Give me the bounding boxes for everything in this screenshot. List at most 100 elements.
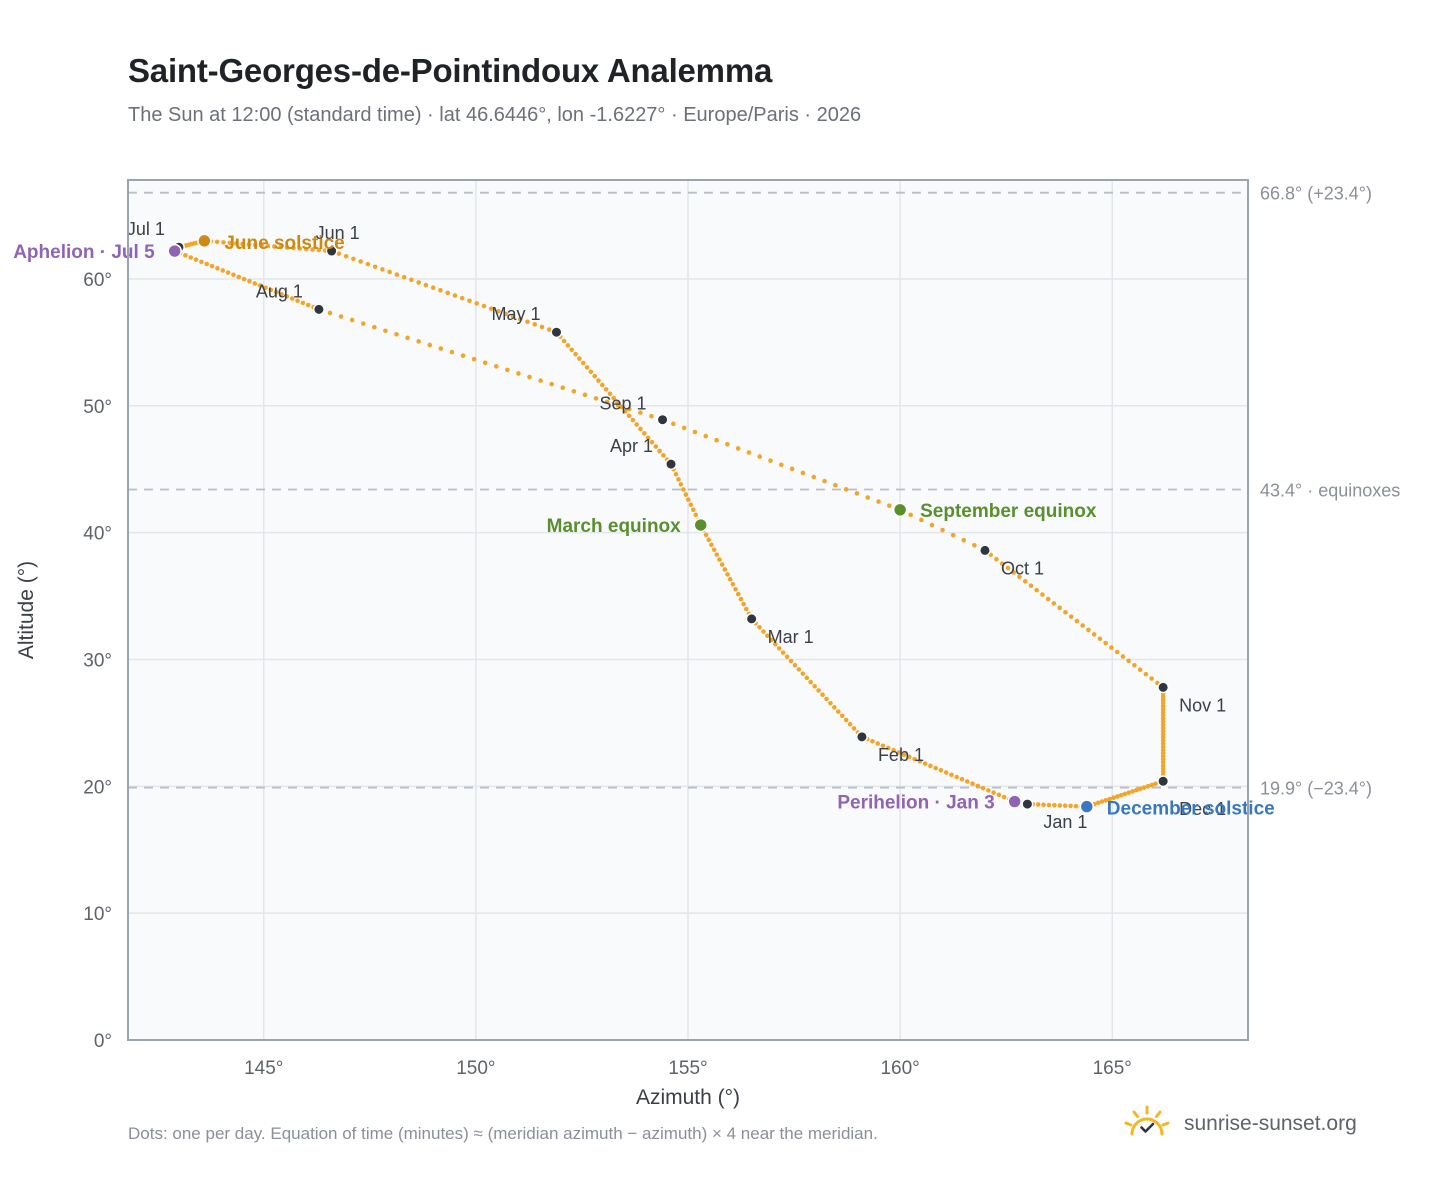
daily-sun-dot [776,646,782,651]
daily-sun-dot [1074,618,1080,624]
daily-sun-dot [517,316,523,322]
daily-sun-dot [854,491,860,496]
daily-sun-dot [246,242,252,247]
event-marker [892,502,908,518]
daily-sun-dot [891,747,896,753]
axis-ticks: 145° 150° 155° 160° 165° 0° 10° 20° 30° 40° 50° 60° [83,270,1132,1079]
daily-sun-dot [1001,794,1007,800]
month-marker [1157,681,1170,694]
daily-sun-dot [986,788,991,793]
month-label: Jan 1 [1043,812,1087,832]
daily-sun-dot [1118,792,1124,798]
daily-sun-dot [1052,802,1057,808]
month-label: Feb 1 [878,745,924,765]
daily-sun-dot [912,756,917,762]
daily-sun-dot [380,267,385,272]
daily-sun-dot [996,792,1002,798]
daily-sun-dot [405,335,410,341]
daily-sun-dot [757,625,762,630]
daily-sun-dot [772,641,778,647]
daily-sun-dot [678,482,684,487]
daily-sun-dot [681,425,687,431]
daily-sun-dot [961,537,967,543]
daily-sun-dot [812,683,817,689]
daily-sun-dot [719,562,725,567]
daily-sun-dot [561,338,567,344]
y-tick-label: 30° [83,650,112,671]
event-label: September equinox [920,501,1097,522]
month-marker [550,326,563,339]
daily-sun-dot [964,779,970,784]
daily-sun-dot [423,282,429,288]
daily-sun-dot [991,790,996,795]
month-marker [856,730,868,743]
daily-sun-dot [183,253,188,258]
daily-sun-dot [661,453,666,458]
daily-sun-dot [688,502,694,508]
daily-sun-dot [746,450,752,455]
daily-sun-dot [1046,802,1052,808]
daily-sun-dot [603,387,609,392]
daily-sun-dot [933,765,938,771]
daily-sun-dot [1099,799,1105,804]
daily-sun-dot [994,556,999,562]
daily-sun-dot [780,650,786,655]
month-marker [665,458,677,471]
daily-sun-dot [1022,579,1028,584]
daily-sun-dot [527,374,532,380]
daily-sun-dot [215,266,220,271]
daily-sun-dot [1086,627,1091,633]
daily-sun-dot [1126,658,1131,664]
daily-sun-dot [673,471,679,477]
daily-sun-dot [800,671,806,676]
event-marker [693,517,709,533]
daily-sun-dot [800,470,806,476]
daily-sun-dot [284,245,290,250]
daily-sun-dot [959,776,965,782]
chart-subtitle: The Sun at 12:00 (standard time) · lat 4… [128,104,862,126]
daily-sun-dot [949,772,954,778]
daily-sun-dot [908,512,914,518]
daily-sun-dot [214,239,220,245]
daily-sun-dot [278,244,284,250]
daily-sun-dot [257,283,263,288]
daily-sun-dot [725,441,730,447]
daily-sun-dot [907,754,912,760]
daily-sun-dot [372,324,377,330]
daily-sun-dot [683,492,689,497]
daily-sun-dot [1103,797,1109,803]
daily-sun-dot [549,381,554,387]
daily-sun-dot [789,466,795,472]
daily-sun-dot [851,726,857,731]
daily-sun-dot [584,365,590,370]
daily-sun-dot [725,572,730,577]
daily-sun-dot [272,244,277,249]
daily-sun-dot [571,388,577,394]
daily-sun-dot [467,298,472,304]
daily-sun-dot [808,679,814,685]
daily-sun-dot [1107,796,1112,802]
event-label: Perihelion · Jan 3 [837,793,994,814]
daily-sun-dot [596,378,601,383]
daily-sun-dot [1063,609,1068,615]
daily-sun-dot [657,448,662,454]
daily-sun-dot [227,240,233,246]
daily-sun-dot [887,503,892,508]
daily-sun-dot [273,289,279,295]
daily-sun-dot [1130,789,1135,794]
daily-sun-dot [975,783,981,789]
daily-sun-dot [839,713,845,719]
daily-sun-dot [714,552,720,557]
daily-sun-dot [338,314,344,319]
brand[interactable]: sunrise-sunset.org [1122,1104,1357,1143]
y-tick-label: 40° [83,524,112,545]
reference-lines: 66.8° (+23.4°) 43.4° · equinoxes 19.9° (−2… [128,184,1400,799]
daily-sun-dot [279,291,284,297]
daily-sun-dot [1122,791,1128,797]
daily-sun-dot [769,637,774,643]
event-label: March equinox [547,516,682,537]
daily-sun-dot [1017,574,1022,580]
daily-sun-dot [336,251,342,256]
daily-sun-dot [876,499,881,504]
